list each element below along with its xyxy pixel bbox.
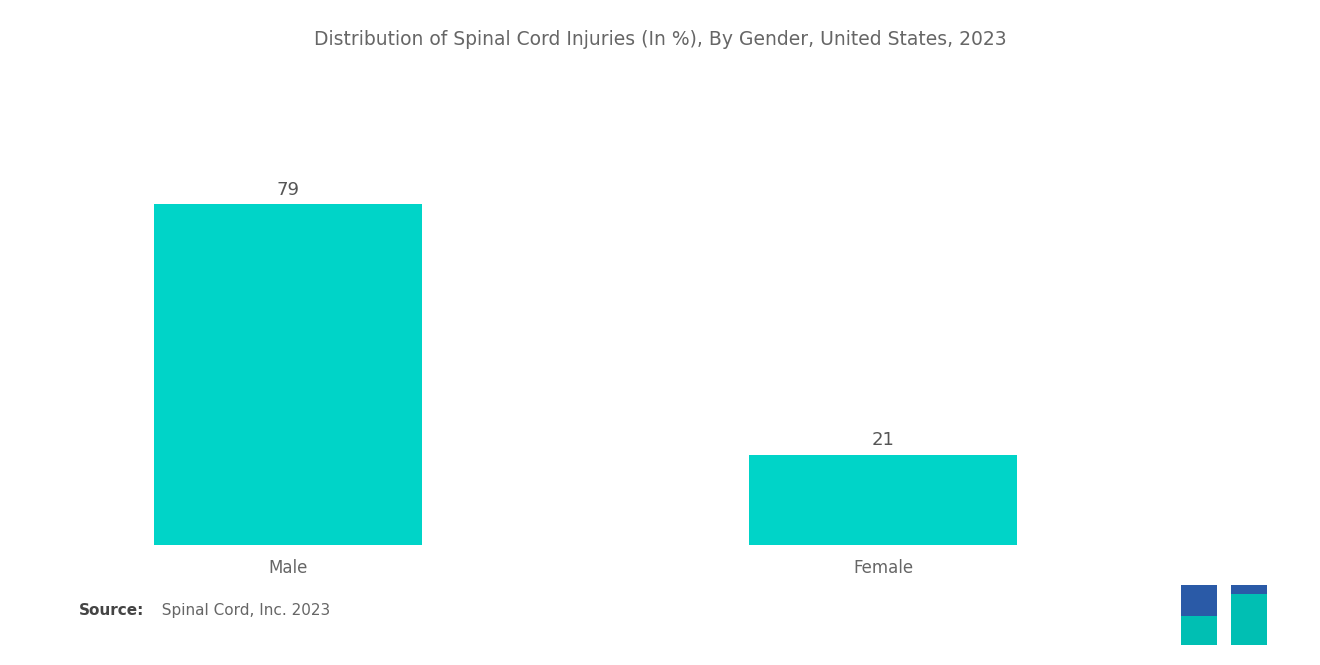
Bar [153, 203, 421, 545]
Text: Spinal Cord, Inc. 2023: Spinal Cord, Inc. 2023 [152, 603, 330, 618]
Bar [750, 455, 1018, 545]
Text: 21: 21 [873, 432, 895, 450]
Text: Distribution of Spinal Cord Injuries (In %), By Gender, United States, 2023: Distribution of Spinal Cord Injuries (In… [314, 30, 1006, 49]
Text: Source:: Source: [79, 603, 145, 618]
Bar [1232, 595, 1267, 645]
Bar [1181, 616, 1217, 645]
Bar [1232, 585, 1267, 645]
Text: 79: 79 [276, 181, 300, 199]
Bar [1181, 585, 1217, 645]
